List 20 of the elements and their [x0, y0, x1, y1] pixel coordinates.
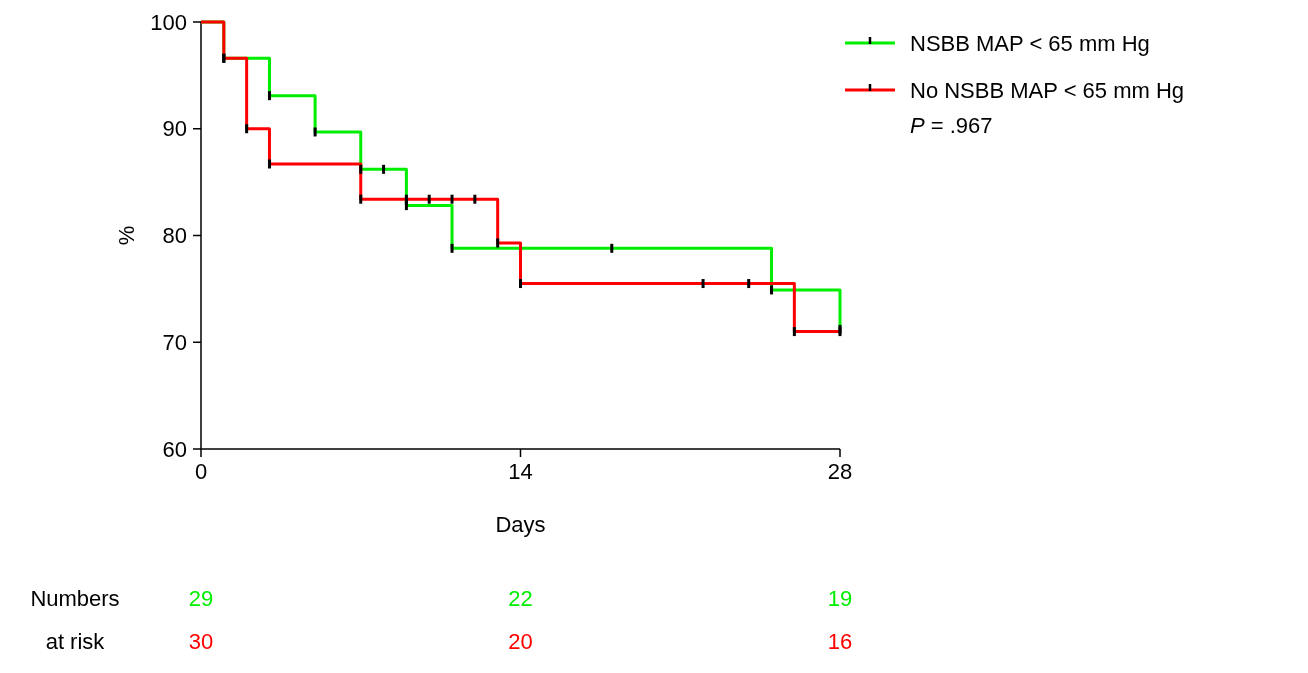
- x-tick-label: 0: [194, 459, 208, 484]
- text: 19: [827, 586, 853, 611]
- legend-label: No NSBB MAP < 65 mm Hg: [910, 77, 1185, 103]
- y-tick-label: 90: [162, 116, 187, 142]
- x-tick-label: 28: [827, 459, 853, 484]
- text: 22: [508, 586, 533, 611]
- y-tick-label: 80: [162, 223, 187, 248]
- text: Numbers at risk: [30, 586, 120, 654]
- y-tick-label: 100: [150, 9, 187, 35]
- text: 16: [827, 629, 853, 654]
- text: 20: [508, 629, 533, 654]
- x-tick-label: 14: [508, 459, 533, 484]
- text: P = .967: [910, 112, 993, 138]
- legend-label: NSBB MAP < 65 mm Hg: [910, 30, 1150, 56]
- text: 29: [188, 586, 214, 611]
- x-axis-title: Days: [495, 512, 546, 537]
- y-tick-label: 70: [162, 329, 187, 355]
- y-axis-title: %: [113, 225, 139, 246]
- y-tick-label: 60: [162, 436, 187, 462]
- text: 30: [188, 629, 214, 654]
